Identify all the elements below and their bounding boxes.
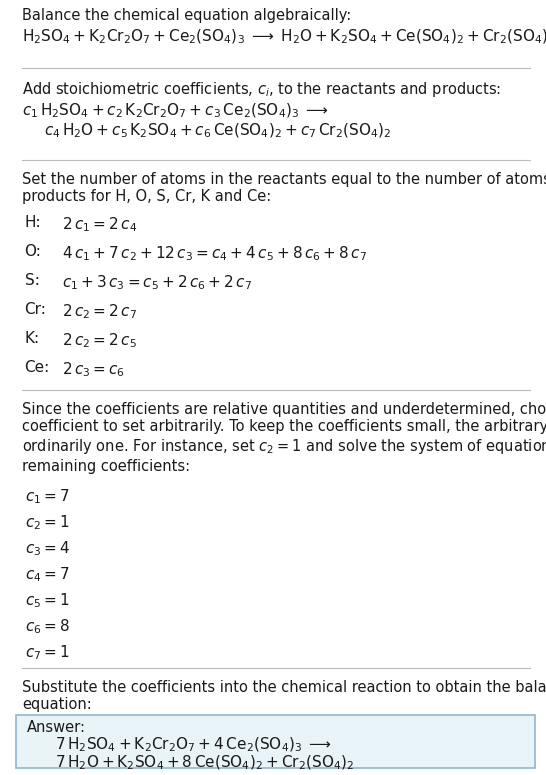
Text: $2\,c_3 = c_6$: $2\,c_3 = c_6$ [62,360,124,379]
Text: $c_4\,\mathregular{H_2O} + c_5\,\mathregular{K_2SO_4} + c_6\,\mathregular{Ce(SO_: $c_4\,\mathregular{H_2O} + c_5\,\mathreg… [44,122,391,140]
Text: $c_3 = 4$: $c_3 = 4$ [25,539,70,558]
Text: $c_4 = 7$: $c_4 = 7$ [25,565,69,584]
Text: $c_2 = 1$: $c_2 = 1$ [25,513,69,532]
Text: O:: O: [25,244,41,259]
Text: $c_1 + 3\,c_3 = c_5 + 2\,c_6 + 2\,c_7$: $c_1 + 3\,c_3 = c_5 + 2\,c_6 + 2\,c_7$ [62,273,252,291]
Text: $c_1 = 7$: $c_1 = 7$ [25,487,69,506]
Text: $2\,c_2 = 2\,c_7$: $2\,c_2 = 2\,c_7$ [62,302,136,321]
Text: Answer:: Answer: [27,720,86,735]
Text: Ce:: Ce: [25,360,50,375]
Text: H:: H: [25,215,41,230]
Text: $c_7 = 1$: $c_7 = 1$ [25,643,69,662]
Text: K:: K: [25,331,40,346]
Text: $2\,c_2 = 2\,c_5$: $2\,c_2 = 2\,c_5$ [62,331,136,350]
Text: $\mathregular{H_2SO_4 + K_2Cr_2O_7 + Ce_2(SO_4)_3 \;\longrightarrow\; H_2O + K_2: $\mathregular{H_2SO_4 + K_2Cr_2O_7 + Ce_… [22,28,546,46]
Text: S:: S: [25,273,39,288]
Text: Balance the chemical equation algebraically:: Balance the chemical equation algebraica… [22,8,351,23]
Text: $2\,c_1 = 2\,c_4$: $2\,c_1 = 2\,c_4$ [62,215,137,234]
Text: $4\,c_1 + 7\,c_2 + 12\,c_3 = c_4 + 4\,c_5 + 8\,c_6 + 8\,c_7$: $4\,c_1 + 7\,c_2 + 12\,c_3 = c_4 + 4\,c_… [62,244,367,263]
Text: $c_5 = 1$: $c_5 = 1$ [25,591,69,610]
Text: Since the coefficients are relative quantities and underdetermined, choose a
coe: Since the coefficients are relative quan… [22,402,546,474]
Text: $c_1\,\mathregular{H_2SO_4} + c_2\,\mathregular{K_2Cr_2O_7} + c_3\,\mathregular{: $c_1\,\mathregular{H_2SO_4} + c_2\,\math… [22,102,329,120]
Text: Add stoichiometric coefficients, $c_i$, to the reactants and products:: Add stoichiometric coefficients, $c_i$, … [22,80,501,99]
Text: Set the number of atoms in the reactants equal to the number of atoms in the
pro: Set the number of atoms in the reactants… [22,172,546,205]
Text: $7\,\mathregular{H_2O} + \mathregular{K_2SO_4} + 8\,\mathregular{Ce(SO_4)_2} + \: $7\,\mathregular{H_2O} + \mathregular{K_… [55,754,354,773]
Text: Cr:: Cr: [25,302,46,317]
Text: Substitute the coefficients into the chemical reaction to obtain the balanced
eq: Substitute the coefficients into the che… [22,680,546,712]
Text: $c_6 = 8$: $c_6 = 8$ [25,617,69,635]
Text: $7\,\mathregular{H_2SO_4} + \mathregular{K_2Cr_2O_7} + 4\,\mathregular{Ce_2(SO_4: $7\,\mathregular{H_2SO_4} + \mathregular… [55,736,331,754]
